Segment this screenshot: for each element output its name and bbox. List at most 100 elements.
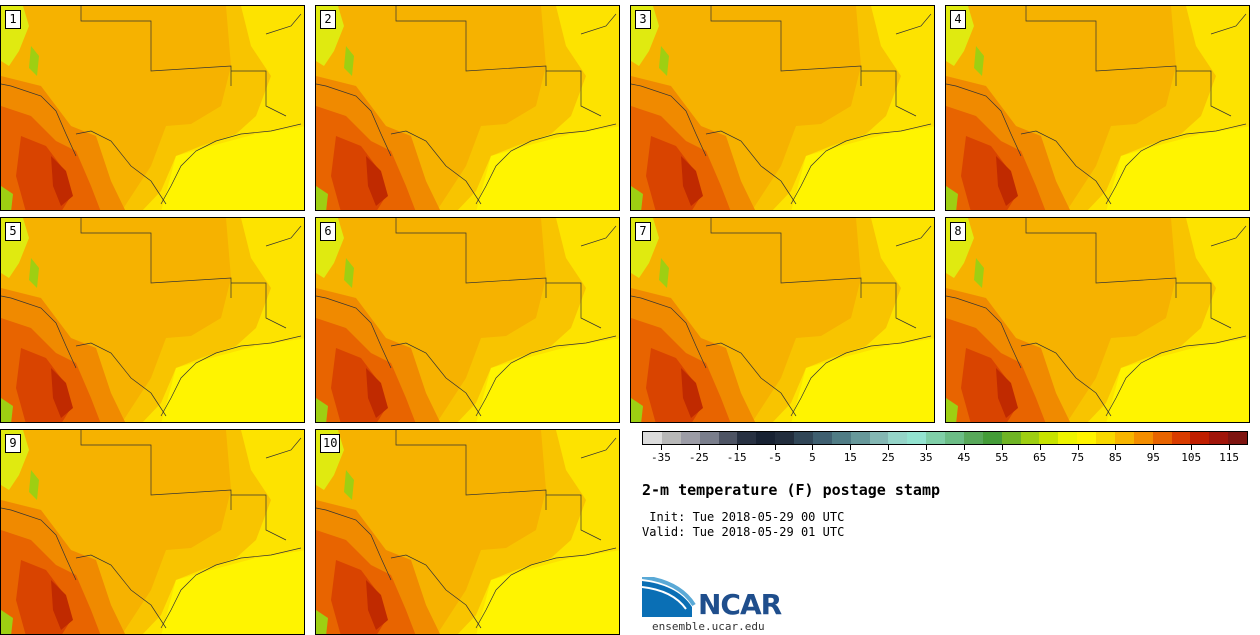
colorbar-tick-label: 15 xyxy=(843,451,857,464)
ensemble-member-panel[interactable]: 8 xyxy=(945,217,1250,423)
temperature-map xyxy=(1,218,304,422)
colorbar-tick xyxy=(736,445,738,450)
temperature-map xyxy=(946,6,1249,210)
colorbar-segment xyxy=(737,432,757,444)
colorbar-tick xyxy=(1115,445,1117,450)
colorbar-tick-label: -35 xyxy=(651,451,671,464)
init-time: Init: Tue 2018-05-29 00 UTC xyxy=(642,510,845,524)
temperature-map xyxy=(631,6,934,210)
temperature-map xyxy=(946,218,1249,422)
member-label: 1 xyxy=(5,10,21,29)
ensemble-member-panel[interactable]: 10 xyxy=(315,429,620,635)
temperature-colorbar xyxy=(642,431,1248,445)
colorbar-tick xyxy=(1039,445,1041,450)
ensemble-member-panel[interactable]: 9 xyxy=(0,429,305,635)
colorbar-tick xyxy=(1077,445,1079,450)
colorbar-segment xyxy=(945,432,964,444)
colorbar-tick xyxy=(1191,445,1193,450)
member-label: 7 xyxy=(635,222,651,241)
colorbar-segment xyxy=(1209,432,1229,444)
colorbar-segment xyxy=(812,432,832,444)
colorbar-tick-label: -15 xyxy=(726,451,747,464)
colorbar-tick-label: 75 xyxy=(1070,451,1085,464)
website-url[interactable]: ensemble.ucar.edu xyxy=(652,620,765,633)
colorbar-tick-label: 105 xyxy=(1181,451,1202,464)
member-label: 10 xyxy=(320,434,341,453)
ncar-logo-text: NCAR xyxy=(698,588,782,621)
ncar-logo-icon xyxy=(642,577,696,617)
temperature-map xyxy=(316,430,619,634)
colorbar-tick xyxy=(1001,445,1003,450)
colorbar-segment xyxy=(1228,432,1247,444)
colorbar-tick xyxy=(774,445,776,450)
colorbar-tick xyxy=(850,445,852,450)
colorbar-tick-label: 35 xyxy=(919,451,933,464)
colorbar-tick-label: 115 xyxy=(1219,451,1239,464)
ensemble-member-panel[interactable]: 7 xyxy=(630,217,935,423)
colorbar-tick-label: 55 xyxy=(995,451,1009,464)
colorbar-segment xyxy=(794,432,813,444)
colorbar-segment xyxy=(1039,432,1059,444)
colorbar-segment xyxy=(1058,432,1078,444)
ensemble-member-panel[interactable]: 2 xyxy=(315,5,620,211)
valid-time: Valid: Tue 2018-05-29 01 UTC xyxy=(642,525,845,539)
colorbar-tick-label: 95 xyxy=(1146,451,1160,464)
temperature-map xyxy=(631,218,934,422)
member-label: 6 xyxy=(320,222,336,241)
colorbar-segment xyxy=(680,432,700,444)
colorbar-segment xyxy=(869,432,889,444)
ensemble-member-panel[interactable]: 6 xyxy=(315,217,620,423)
colorbar-segment xyxy=(1020,432,1040,444)
colorbar-tick xyxy=(812,445,814,450)
ensemble-member-panel[interactable]: 3 xyxy=(630,5,935,211)
colorbar-tick-label: -25 xyxy=(688,451,709,464)
member-label: 3 xyxy=(635,10,651,29)
colorbar-tick xyxy=(698,445,700,450)
colorbar-tick xyxy=(888,445,890,450)
colorbar-segment xyxy=(775,432,794,444)
colorbar-tick-label: -5 xyxy=(767,451,782,464)
colorbar-tick xyxy=(660,445,662,450)
colorbar-segment xyxy=(831,432,851,444)
colorbar-tick-label: 25 xyxy=(881,451,895,464)
colorbar-ticks: -35 -25 -15 -5 5 15 25 35 45 55 65 75 85 95 105 115 xyxy=(642,445,1248,469)
colorbar-segment xyxy=(1133,432,1153,444)
colorbar-segment xyxy=(643,432,662,444)
temperature-map xyxy=(1,6,304,210)
ensemble-member-panel[interactable]: 5 xyxy=(0,217,305,423)
colorbar-segment xyxy=(963,432,983,444)
colorbar-segment xyxy=(756,432,776,444)
temperature-map xyxy=(316,218,619,422)
colorbar-tick-label: 45 xyxy=(957,451,971,464)
colorbar-segment xyxy=(850,432,870,444)
temperature-map xyxy=(1,430,304,634)
colorbar-segment xyxy=(699,432,719,444)
colorbar-segment xyxy=(1114,432,1134,444)
ensemble-member-panel[interactable]: 1 xyxy=(0,5,305,211)
colorbar-tick xyxy=(1229,445,1231,450)
colorbar-segment xyxy=(1190,432,1210,444)
ensemble-member-panel[interactable]: 4 xyxy=(945,5,1250,211)
chart-title: 2-m temperature (F) postage stamp xyxy=(642,481,941,499)
colorbar-segment xyxy=(1171,432,1191,444)
colorbar-tick xyxy=(1153,445,1155,450)
colorbar-segment xyxy=(1001,432,1021,444)
colorbar-tick-label: 5 xyxy=(809,451,816,464)
member-label: 5 xyxy=(5,222,21,241)
member-label: 4 xyxy=(950,10,966,29)
colorbar-segment xyxy=(718,432,738,444)
member-label: 9 xyxy=(5,434,21,453)
colorbar-segment xyxy=(907,432,927,444)
member-label: 8 xyxy=(950,222,966,241)
colorbar-tick xyxy=(926,445,928,450)
colorbar-segment xyxy=(1096,432,1115,444)
colorbar-segment xyxy=(661,432,681,444)
colorbar-tick xyxy=(963,445,965,450)
colorbar-tick-label: 85 xyxy=(1108,451,1123,464)
colorbar-segment xyxy=(926,432,945,444)
member-label: 2 xyxy=(320,10,336,29)
colorbar-segment xyxy=(1077,432,1096,444)
colorbar-tick-label: 65 xyxy=(1033,451,1047,464)
colorbar-segment xyxy=(1152,432,1172,444)
colorbar-segment xyxy=(982,432,1002,444)
